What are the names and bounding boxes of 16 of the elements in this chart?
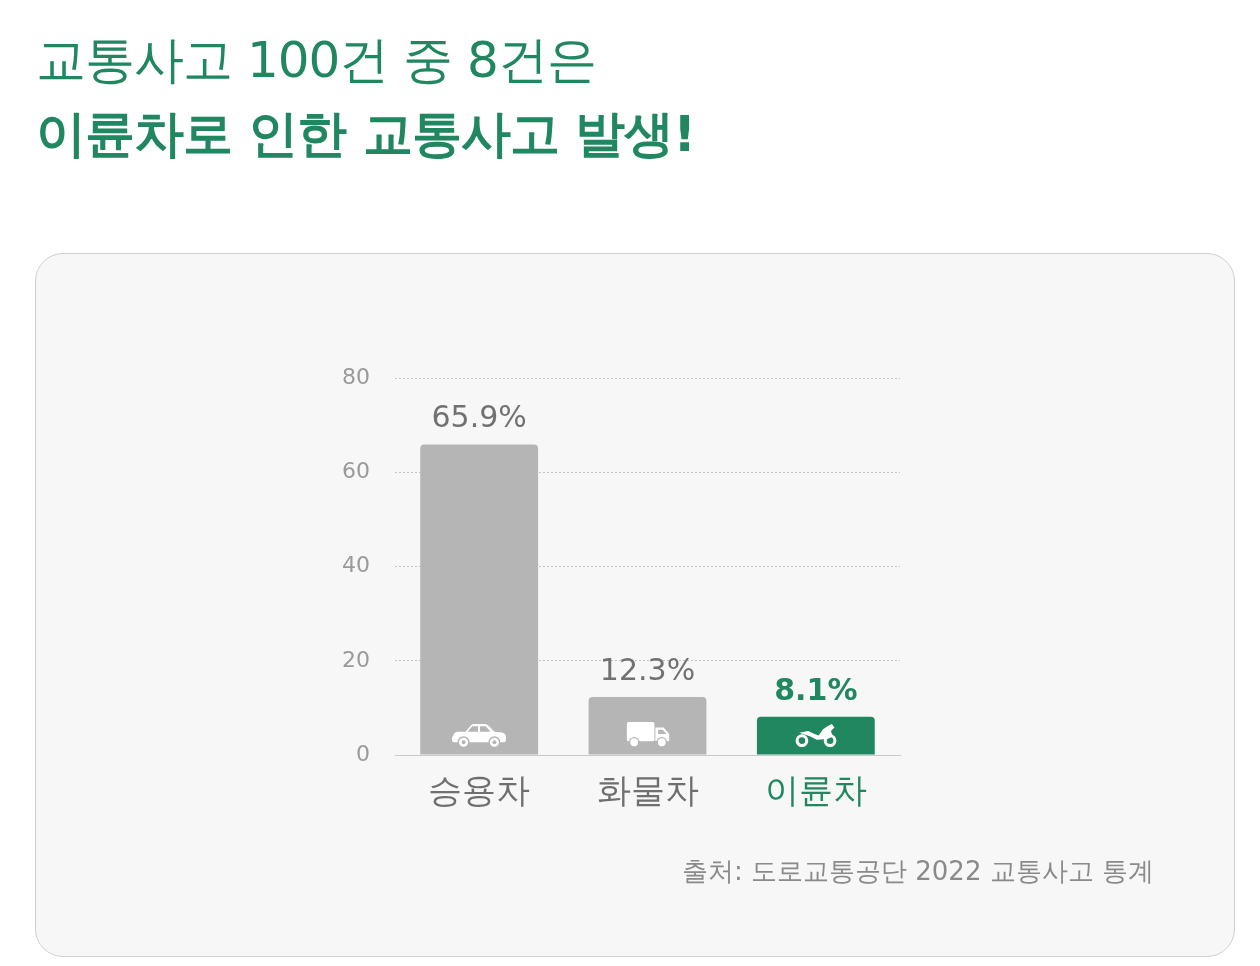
data-label: 12.3%: [599, 651, 696, 687]
data-label: 65.9%: [431, 399, 527, 435]
x-tick-label: 승용차: [428, 770, 531, 811]
y-tick-label: 60: [342, 458, 370, 484]
x-tick-label: 이륜차: [764, 770, 867, 811]
y-tick-label: 20: [342, 646, 370, 672]
x-tick-label: 화물차: [596, 770, 699, 811]
chart-subtitle: 이륜차로 인한 교통사고 발생!: [36, 104, 696, 164]
y-tick-label: 0: [356, 740, 370, 766]
data-label: 8.1%: [774, 671, 858, 707]
y-tick-label: 80: [342, 363, 370, 389]
chart-title: 교통사고 100건 중 8건은: [36, 30, 596, 90]
y-tick-label: 40: [342, 552, 370, 578]
bar: [420, 444, 539, 755]
bar: [756, 716, 875, 755]
source-note: 출처: 도로교통공단 2022 교통사고 통계: [682, 855, 1154, 888]
